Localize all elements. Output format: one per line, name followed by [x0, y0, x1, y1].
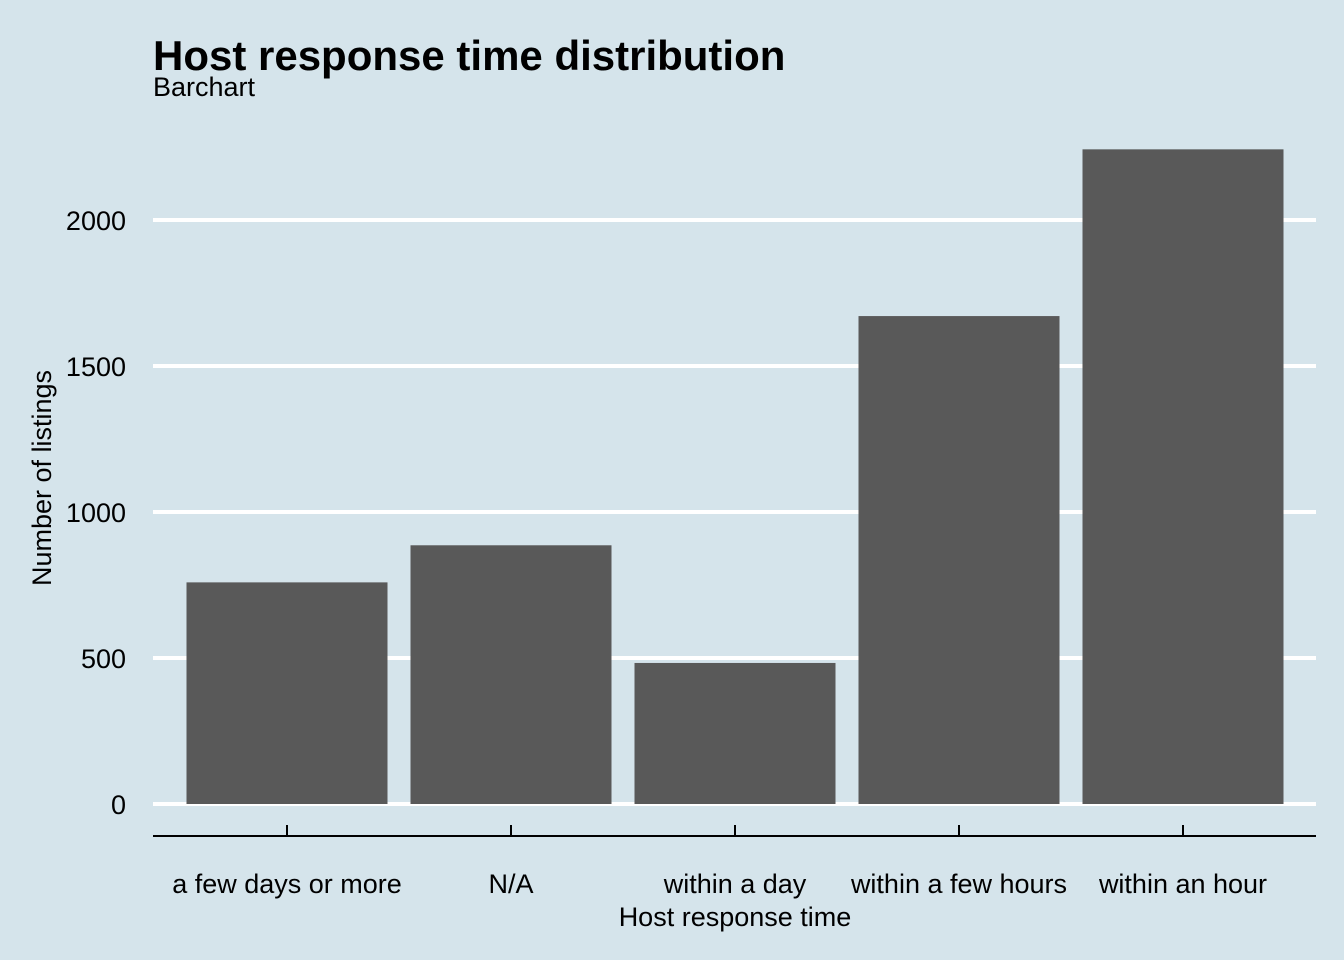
- x-tick-label: within a day: [663, 869, 807, 899]
- bar-3: [858, 316, 1060, 804]
- y-axis-title: Number of listings: [27, 370, 57, 586]
- y-axis-ticks: 0 500 1000 1500 2000: [66, 206, 126, 820]
- x-axis-title: Host response time: [619, 902, 852, 932]
- x-tick-label: within an hour: [1098, 869, 1267, 899]
- y-tick-label: 0: [111, 790, 126, 820]
- bars: [186, 149, 1284, 804]
- bar-2: [634, 662, 836, 804]
- y-tick-label: 500: [81, 644, 126, 674]
- bar-4: [1082, 149, 1284, 804]
- x-tick-label: a few days or more: [172, 869, 402, 899]
- x-tick-label: within a few hours: [850, 869, 1067, 899]
- x-axis-ticks: a few days or more N/A within a day within …: [172, 825, 1267, 899]
- bar-0: [186, 582, 388, 804]
- y-tick-label: 2000: [66, 206, 126, 236]
- chart-title: Host response time distribution: [153, 32, 785, 79]
- y-tick-label: 1500: [66, 352, 126, 382]
- x-tick-label: N/A: [488, 869, 533, 899]
- y-tick-label: 1000: [66, 498, 126, 528]
- bar-1: [410, 545, 612, 804]
- chart-subtitle: Barchart: [153, 72, 256, 102]
